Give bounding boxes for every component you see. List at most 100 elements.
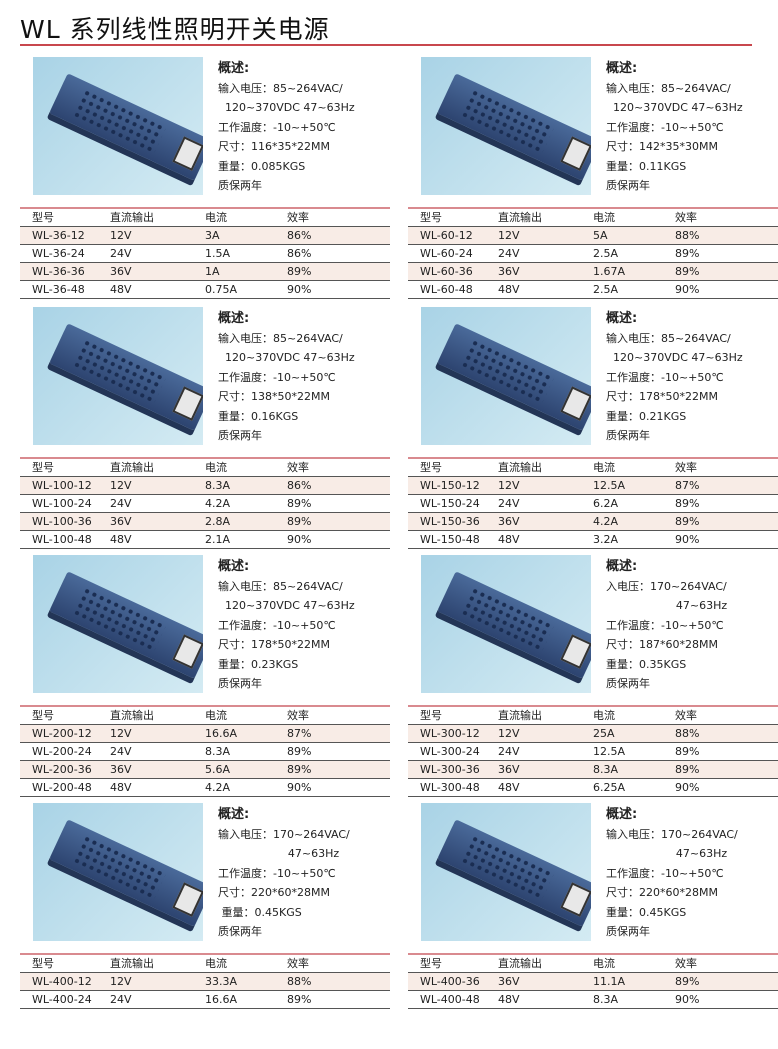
table-cell: 89% — [675, 263, 778, 280]
table-cell: 36V — [110, 263, 205, 280]
spec-line: 输入电压：85~264VAC/ — [218, 577, 355, 597]
spec-line: 质保两年 — [606, 674, 727, 694]
spec-line: 质保两年 — [218, 426, 355, 446]
spec-line: 输入电压：170~264VAC/ — [218, 825, 350, 845]
column-header: 直流输出 — [498, 209, 593, 226]
column-header: 直流输出 — [110, 707, 205, 724]
description-heading: 概述: — [218, 557, 355, 577]
table-cell: WL-150-12 — [408, 477, 498, 494]
spec-table: 型号直流输出电流效率WL-60-1212V5A88%WL-60-2424V2.5… — [408, 207, 778, 299]
spec-line: 尺寸：187*60*28MM — [606, 635, 727, 655]
product-image — [33, 307, 203, 445]
table-cell: 8.3A — [205, 743, 287, 760]
table-cell: 5A — [593, 227, 675, 244]
column-header: 型号 — [20, 955, 110, 972]
column-header: 型号 — [408, 955, 498, 972]
column-header: 效率 — [287, 459, 390, 476]
table-row: WL-200-2424V8.3A89% — [20, 743, 390, 761]
table-cell: WL-60-36 — [408, 263, 498, 280]
column-header: 效率 — [675, 707, 778, 724]
table-cell: 33.3A — [205, 973, 287, 990]
table-cell: WL-400-12 — [20, 973, 110, 990]
table-cell: 48V — [498, 281, 593, 298]
table-row: WL-400-3636V11.1A89% — [408, 973, 778, 991]
column-header: 型号 — [20, 459, 110, 476]
table-cell: 24V — [110, 245, 205, 262]
column-header: 电流 — [593, 707, 675, 724]
table-cell: 12V — [110, 477, 205, 494]
column-header: 直流输出 — [110, 955, 205, 972]
table-header: 型号直流输出电流效率 — [20, 955, 390, 973]
table-cell: WL-150-24 — [408, 495, 498, 512]
column-header: 直流输出 — [498, 459, 593, 476]
spec-line: 47~63Hz — [606, 596, 727, 616]
table-row: WL-36-4848V0.75A90% — [20, 281, 390, 299]
table-cell: 24V — [498, 495, 593, 512]
spec-line: 尺寸：178*50*22MM — [606, 387, 743, 407]
table-header: 型号直流输出电流效率 — [20, 209, 390, 227]
spec-line: 质保两年 — [218, 674, 355, 694]
column-header: 效率 — [675, 459, 778, 476]
table-cell: 89% — [287, 743, 390, 760]
title-divider — [20, 44, 752, 46]
spec-line: 47~63Hz — [606, 844, 738, 864]
table-cell: 89% — [287, 761, 390, 778]
table-cell: 88% — [675, 227, 778, 244]
spec-line: 120~370VDC 47~63Hz — [218, 348, 355, 368]
table-row: WL-100-2424V4.2A89% — [20, 495, 390, 513]
table-cell: 12V — [110, 227, 205, 244]
table-cell: 2.1A — [205, 531, 287, 548]
spec-line: 重量：0.45KGS — [606, 903, 738, 923]
table-cell: WL-200-12 — [20, 725, 110, 742]
spec-line: 尺寸：138*50*22MM — [218, 387, 355, 407]
table-cell: WL-300-24 — [408, 743, 498, 760]
table-cell: WL-150-48 — [408, 531, 498, 548]
column-header: 电流 — [593, 209, 675, 226]
table-row: WL-300-3636V8.3A89% — [408, 761, 778, 779]
column-header: 型号 — [20, 209, 110, 226]
table-cell: WL-100-48 — [20, 531, 110, 548]
product-image — [33, 57, 203, 195]
spec-table: 型号直流输出电流效率WL-400-3636V11.1A89%WL-400-484… — [408, 953, 778, 1009]
product-image — [421, 57, 591, 195]
spec-line: 工作温度：-10~+50℃ — [606, 616, 727, 636]
product-image — [421, 803, 591, 941]
table-row: WL-150-2424V6.2A89% — [408, 495, 778, 513]
table-row: WL-300-4848V6.25A90% — [408, 779, 778, 797]
table-cell: 24V — [110, 743, 205, 760]
table-cell: 24V — [110, 495, 205, 512]
table-cell: WL-200-48 — [20, 779, 110, 796]
column-header: 效率 — [675, 209, 778, 226]
table-cell: 88% — [287, 973, 390, 990]
spec-line: 输入电压：85~264VAC/ — [606, 79, 743, 99]
table-cell: 12V — [110, 973, 205, 990]
table-cell: 48V — [498, 779, 593, 796]
description-heading: 概述: — [606, 557, 727, 577]
table-row: WL-36-2424V1.5A86% — [20, 245, 390, 263]
table-cell: WL-100-24 — [20, 495, 110, 512]
spec-line: 47~63Hz — [218, 844, 350, 864]
spec-line: 工作温度：-10~+50℃ — [606, 118, 743, 138]
table-cell: 36V — [498, 513, 593, 530]
column-header: 电流 — [593, 459, 675, 476]
spec-line: 工作温度：-10~+50℃ — [606, 368, 743, 388]
table-cell: 86% — [287, 245, 390, 262]
table-cell: WL-200-36 — [20, 761, 110, 778]
spec-line: 工作温度：-10~+50℃ — [218, 616, 355, 636]
table-row: WL-60-1212V5A88% — [408, 227, 778, 245]
table-row: WL-400-1212V33.3A88% — [20, 973, 390, 991]
spec-line: 质保两年 — [606, 426, 743, 446]
table-cell: 89% — [287, 495, 390, 512]
table-cell: 36V — [498, 263, 593, 280]
spec-line: 尺寸：178*50*22MM — [218, 635, 355, 655]
spec-line: 输入电压：85~264VAC/ — [606, 329, 743, 349]
product-image — [421, 555, 591, 693]
product-block: 概述:入电压：170~264VAC/ 47~63Hz工作温度：-10~+50℃尺… — [408, 553, 778, 801]
column-header: 效率 — [675, 955, 778, 972]
table-cell: 4.2A — [205, 495, 287, 512]
table-row: WL-150-1212V12.5A87% — [408, 477, 778, 495]
product-image — [33, 555, 203, 693]
table-cell: 90% — [675, 779, 778, 796]
table-cell: WL-60-48 — [408, 281, 498, 298]
spec-line: 120~370VDC 47~63Hz — [606, 98, 743, 118]
